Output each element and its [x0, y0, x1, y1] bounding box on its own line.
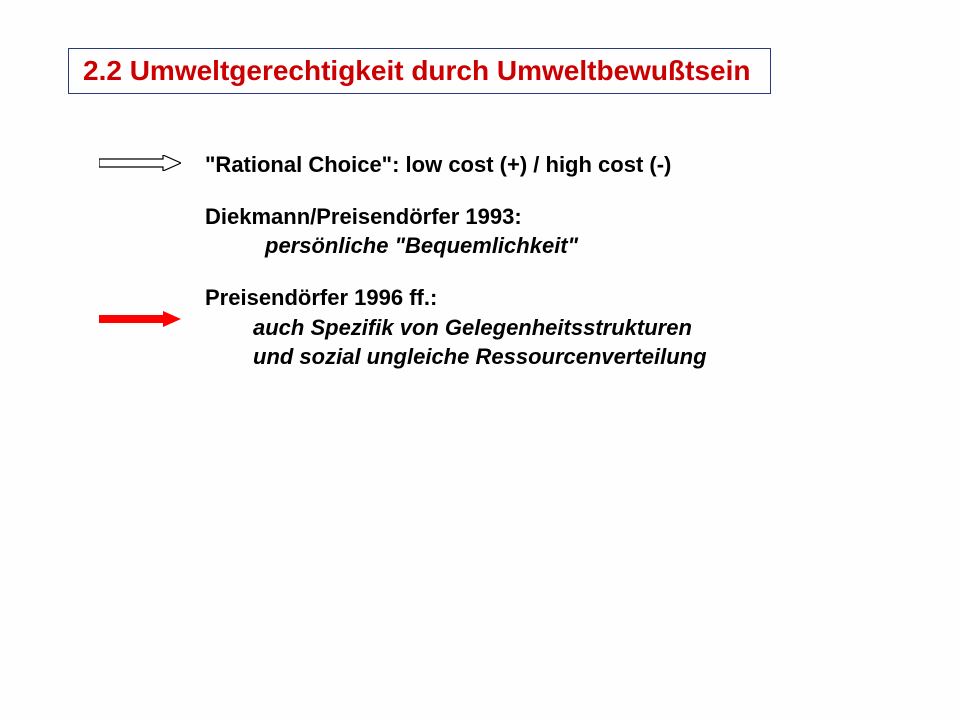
- rational-choice-line: "Rational Choice": low cost (+) / high c…: [205, 150, 845, 180]
- title-box: 2.2 Umweltgerechtigkeit durch Umweltbewu…: [68, 48, 771, 94]
- ref2-detail-b: und sozial ungleiche Ressourcenverteilun…: [205, 342, 845, 372]
- slide-title: 2.2 Umweltgerechtigkeit durch Umweltbewu…: [83, 55, 750, 86]
- ref1-detail: persönliche "Bequemlichkeit": [205, 231, 845, 261]
- ref2-author: Preisendörfer 1996 ff.:: [205, 283, 845, 313]
- arrow-hollow-icon: [99, 155, 181, 171]
- ref2-detail-a: auch Spezifik von Gelegenheitsstrukturen: [205, 313, 845, 343]
- arrow-solid-icon: [99, 311, 181, 327]
- content-block: "Rational Choice": low cost (+) / high c…: [205, 150, 845, 372]
- ref1-author: Diekmann/Preisendörfer 1993:: [205, 202, 845, 232]
